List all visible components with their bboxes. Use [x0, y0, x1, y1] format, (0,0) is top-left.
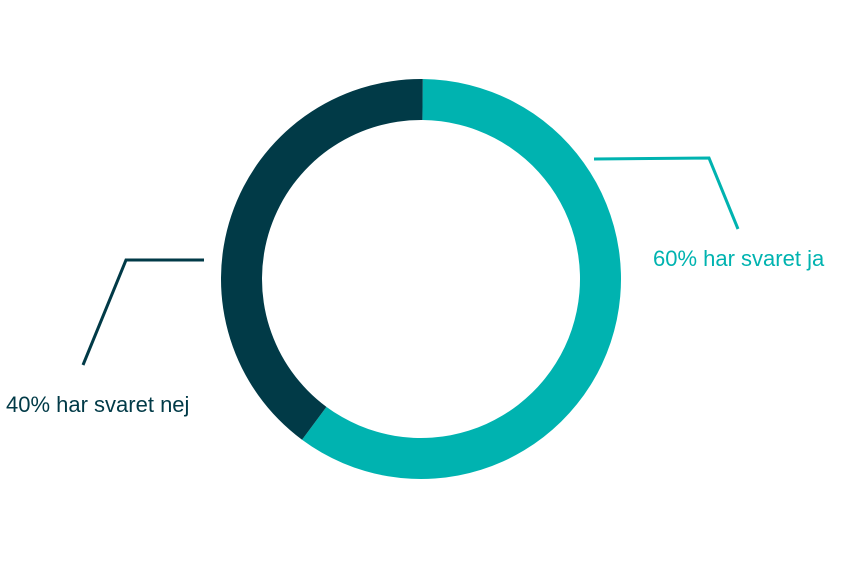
slice-label-ja: 60% har svaret ja [653, 246, 825, 271]
leader-line-nej [81, 258, 204, 366]
slice-label-nej: 40% har svaret nej [6, 392, 189, 417]
donut-slices [220, 78, 621, 480]
leader-line-ja [593, 156, 740, 230]
donut-slice-1 [220, 78, 423, 440]
donut-slice-0 [302, 79, 621, 480]
